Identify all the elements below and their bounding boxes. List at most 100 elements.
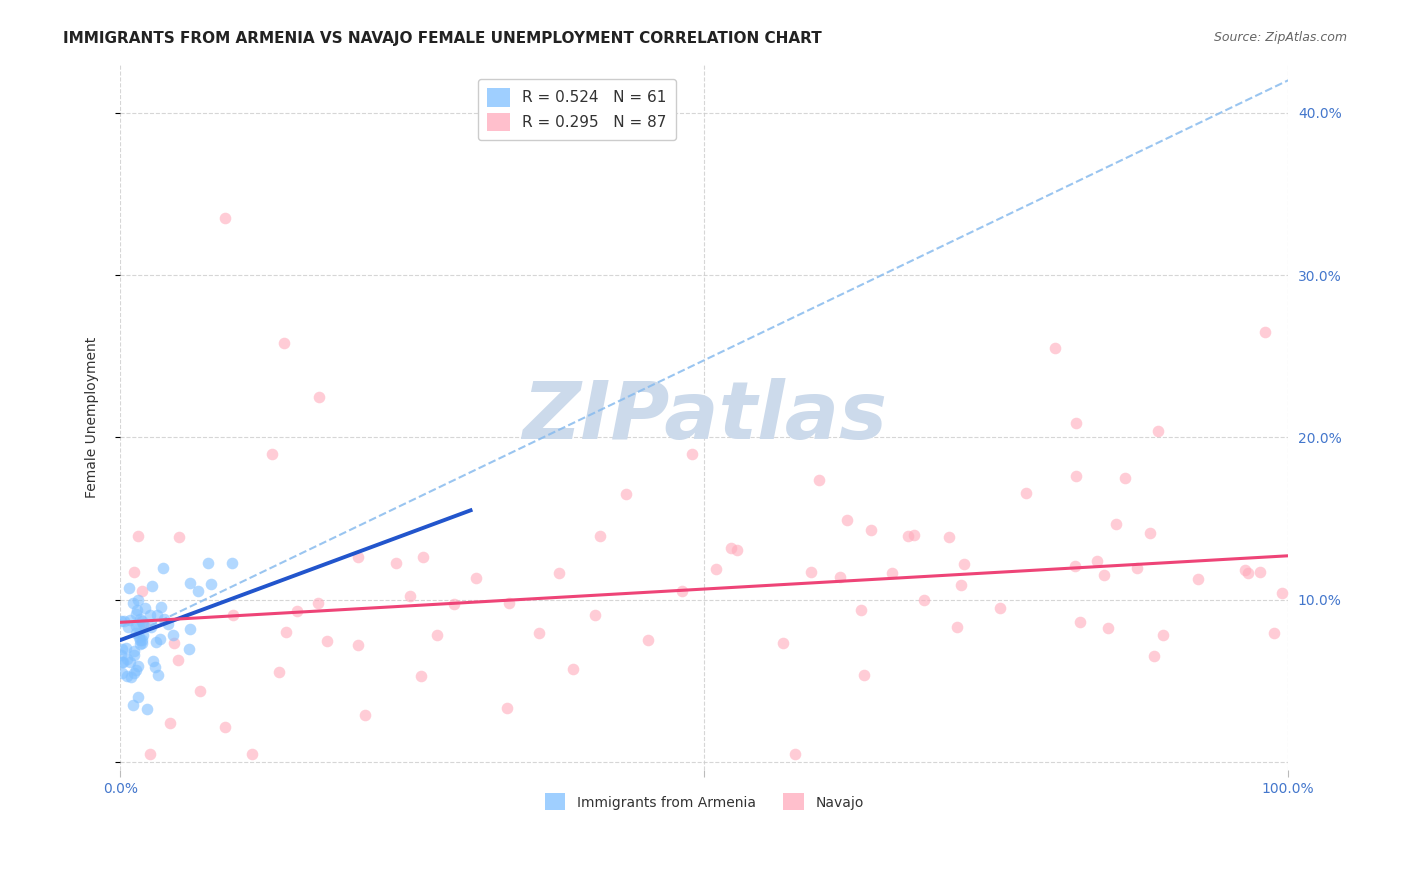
Point [115,669,138,683]
Point [111,655,134,669]
Point [138,747,160,761]
Point [583,607,606,622]
Point [273,336,295,351]
Point [399,590,422,604]
Point [167,530,190,544]
Point [704,562,727,576]
Point [897,529,920,543]
Point [129,633,152,648]
Legend: Immigrants from Armenia, Navajo: Immigrants from Armenia, Navajo [538,788,869,816]
Point [131,583,153,598]
Point [131,636,153,650]
Point [149,632,172,646]
Point [1015,485,1038,500]
Point [120,669,142,683]
Point [188,684,211,698]
Point [347,550,370,565]
Point [111,666,134,681]
Y-axis label: Female Unemployment: Female Unemployment [86,336,100,498]
Point [1092,567,1115,582]
Point [120,655,142,669]
Point [1085,554,1108,568]
Point [134,600,156,615]
Point [561,662,583,676]
Point [115,641,138,656]
Point [783,747,806,761]
Point [128,630,150,644]
Point [122,648,145,662]
Point [125,663,148,677]
Point [118,613,141,627]
Point [426,628,449,642]
Point [274,624,297,639]
Point [307,596,329,610]
Point [121,698,143,713]
Point [464,571,486,585]
Point [671,583,693,598]
Point [125,607,148,621]
Point [112,614,135,628]
Point [800,565,823,579]
Point [851,603,873,617]
Point [498,596,520,610]
Point [134,617,156,632]
Point [859,524,882,538]
Point [1143,648,1166,663]
Point [1187,572,1209,586]
Point [1069,615,1091,629]
Point [143,660,166,674]
Point [127,528,149,542]
Point [152,561,174,575]
Point [118,581,141,595]
Point [110,615,132,629]
Point [316,634,339,648]
Point [142,654,165,668]
Point [614,487,637,501]
Point [125,626,148,640]
Point [141,579,163,593]
Point [1105,517,1128,532]
Point [412,550,434,565]
Point [1234,563,1257,577]
Point [122,565,145,579]
Point [409,668,432,682]
Point [1146,425,1168,439]
Point [146,667,169,681]
Point [141,619,163,633]
Point [835,513,858,527]
Point [1064,416,1087,430]
Point [1152,628,1174,642]
Point [127,592,149,607]
Point [132,617,155,632]
Point [443,597,465,611]
Point [149,599,172,614]
Point [772,635,794,649]
Point [267,665,290,680]
Text: ZIPatlas: ZIPatlas [522,378,887,456]
Point [197,556,219,570]
Point [547,566,569,581]
Point [945,620,967,634]
Point [527,626,550,640]
Point [1236,566,1258,580]
Point [952,558,974,572]
Point [807,473,830,487]
Point [153,612,176,626]
Point [167,653,190,667]
Point [129,637,152,651]
Point [127,659,149,673]
Point [496,700,519,714]
Point [179,622,201,636]
Point [1114,471,1136,485]
Point [128,620,150,634]
Point [1063,559,1085,574]
Point [1249,565,1271,579]
Point [179,576,201,591]
Point [1263,626,1285,640]
Point [125,619,148,633]
Point [146,608,169,623]
Point [1064,469,1087,483]
Point [1271,586,1294,600]
Point [637,633,659,648]
Text: Source: ZipAtlas.com: Source: ZipAtlas.com [1213,31,1347,45]
